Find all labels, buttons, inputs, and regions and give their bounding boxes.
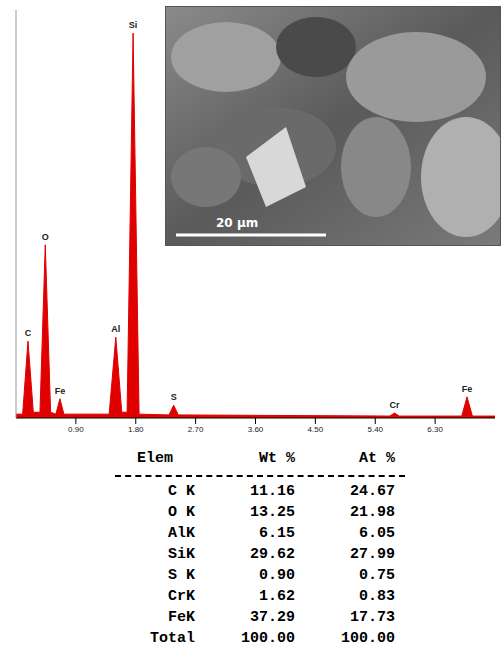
svg-text:Al: Al	[111, 324, 120, 334]
html-text:6.05: 6.05	[359, 525, 395, 542]
html-text:11.16: 11.16	[250, 483, 295, 500]
svg-text:Si: Si	[129, 20, 138, 30]
html-text:6.15: 6.15	[259, 525, 295, 542]
html-text:27.99: 27.99	[350, 546, 395, 563]
html-text:S K: S K	[168, 567, 195, 584]
html-text:O K: O K	[168, 504, 195, 521]
svg-text:S: S	[171, 392, 177, 402]
svg-text:4.50: 4.50	[308, 425, 324, 434]
html-text:CrK: CrK	[168, 588, 195, 605]
html-text:100.00: 100.00	[341, 630, 395, 647]
html-text:0.90: 0.90	[259, 567, 295, 584]
html-text:Total: Total	[150, 630, 195, 647]
html-text:Elem: Elem	[137, 450, 173, 467]
html-text:29.62: 29.62	[250, 546, 295, 563]
svg-text:2.70: 2.70	[188, 425, 204, 434]
svg-text:5.40: 5.40	[367, 425, 383, 434]
html-text:FeK: FeK	[168, 609, 195, 626]
svg-text:Fe: Fe	[462, 384, 473, 394]
html-text:21.98: 21.98	[350, 504, 395, 521]
html-text:13.25: 13.25	[250, 504, 295, 521]
html-text:SiK: SiK	[168, 546, 195, 563]
html-text:17.73: 17.73	[350, 609, 395, 626]
html-text:37.29: 37.29	[250, 609, 295, 626]
html-text:1.62: 1.62	[259, 588, 295, 605]
svg-text:O: O	[42, 232, 49, 242]
html-text:24.67: 24.67	[350, 483, 395, 500]
html-text:AlK: AlK	[168, 525, 195, 542]
html-text:100.00: 100.00	[241, 630, 295, 647]
html-text:At %: At %	[359, 450, 395, 467]
svg-text:Cr: Cr	[390, 400, 400, 410]
html-text:C K: C K	[168, 483, 195, 500]
html-text:0.83: 0.83	[359, 588, 395, 605]
svg-text:6.30: 6.30	[427, 425, 443, 434]
svg-text:Fe: Fe	[55, 386, 66, 396]
svg-text:20 μm: 20 μm	[216, 216, 258, 230]
html-text:0.75: 0.75	[359, 567, 395, 584]
svg-text:0.90: 0.90	[68, 425, 84, 434]
svg-text:C: C	[25, 328, 32, 338]
svg-text:1.80: 1.80	[128, 425, 144, 434]
svg-text:3.60: 3.60	[248, 425, 264, 434]
html-text:Wt %: Wt %	[259, 450, 295, 467]
